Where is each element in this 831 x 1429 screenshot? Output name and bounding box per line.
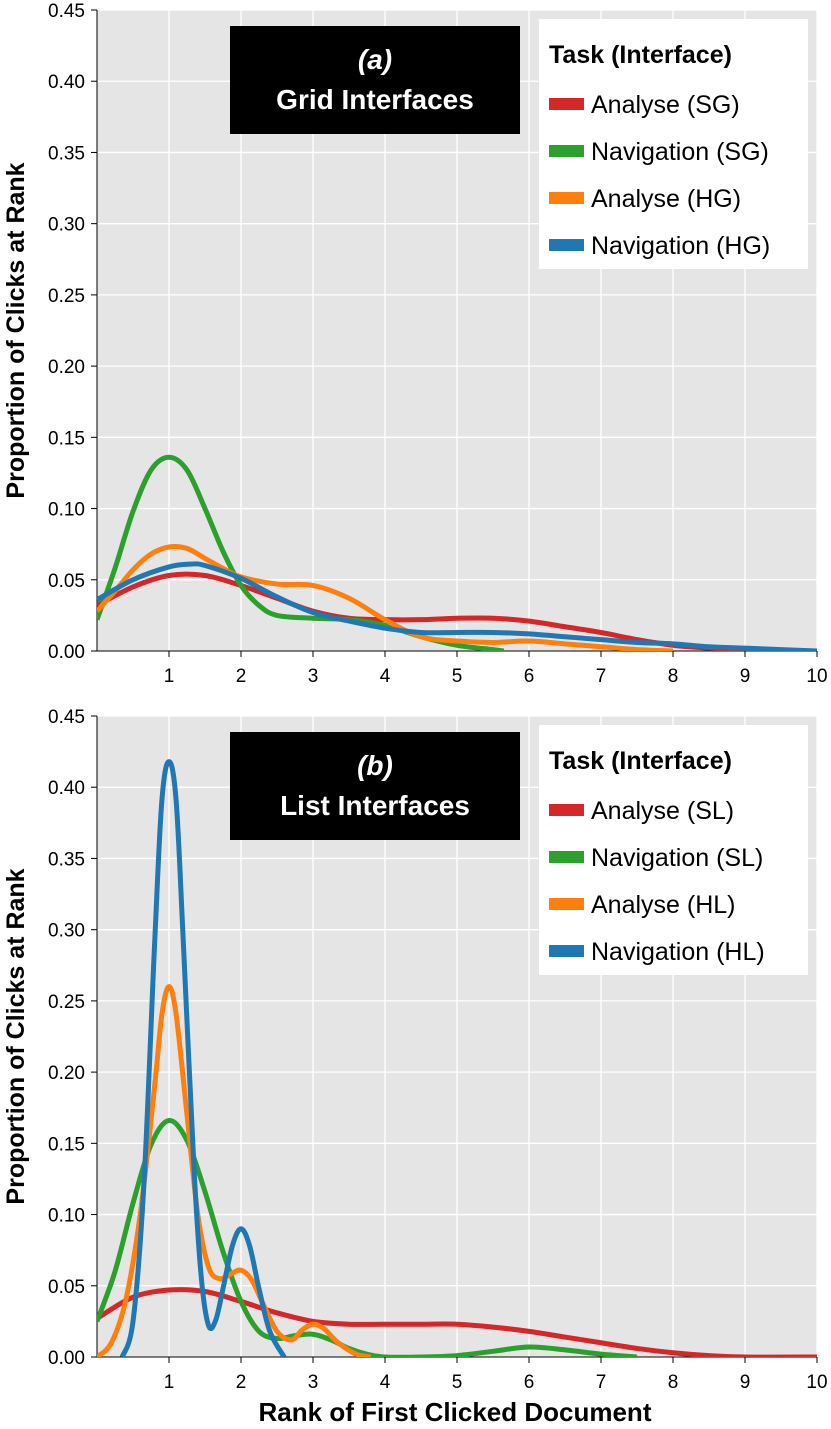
- series-line-navigation-sl: [97, 1118, 638, 1357]
- legend: Task (Interface) Analyse (SG) Navigation (…: [539, 19, 808, 269]
- legend-swatch: [549, 804, 584, 816]
- legend-label: Navigation (HL): [591, 938, 765, 966]
- y-tick-label: 0.10: [48, 500, 85, 521]
- legend-swatch: [549, 898, 584, 910]
- series-group: [97, 759, 817, 1357]
- title-box-background: [230, 732, 520, 840]
- legend-item: Navigation (SG): [549, 138, 769, 166]
- x-tick-label: 3: [308, 666, 319, 687]
- y-tick-label: 0.15: [48, 428, 85, 449]
- series-line-analyse-sl: [97, 1287, 817, 1357]
- chart-title: Grid Interfaces: [276, 84, 474, 115]
- y-tick-label: 0.40: [48, 778, 85, 799]
- x-tick-label: 7: [596, 1372, 607, 1393]
- legend-item: Analyse (SG): [549, 91, 740, 119]
- panel-label: (b): [357, 750, 393, 781]
- y-tick-label: 0.00: [48, 1348, 85, 1369]
- y-tick-label: 0.25: [48, 992, 85, 1013]
- legend-label: Navigation (HG): [591, 232, 770, 260]
- legend-title: Task (Interface): [549, 41, 732, 69]
- chart-panel-a: 0.00 0.05 0.10 0.15 0.20 0.25 0.30 0.35 0.40 0.45…: [2, 1, 828, 687]
- legend-item: Analyse (HL): [549, 891, 736, 919]
- y-tick-label: 0.45: [48, 707, 85, 728]
- legend-background: [539, 725, 808, 975]
- legend-label: Analyse (SL): [591, 797, 734, 825]
- legend-item: Navigation (SL): [549, 844, 763, 872]
- y-tick-label: 0.10: [48, 1206, 85, 1227]
- x-tick-label: 5: [452, 666, 463, 687]
- series-line-navigation-hg: [97, 561, 817, 651]
- chart-title: List Interfaces: [280, 790, 470, 821]
- legend-swatch: [549, 851, 584, 863]
- x-tick-label: 4: [380, 1372, 391, 1393]
- y-tick-label: 0.20: [48, 1063, 85, 1084]
- legend-swatch: [549, 945, 584, 957]
- title-box-background: [230, 26, 520, 134]
- x-tick-label: 9: [740, 1372, 751, 1393]
- x-tick-label: 6: [524, 1372, 535, 1393]
- x-tick-label: 8: [668, 666, 679, 687]
- legend-swatch: [549, 192, 584, 204]
- legend-item: Navigation (HG): [549, 232, 770, 260]
- x-tick-label: 10: [806, 1372, 827, 1393]
- legend-swatch: [549, 239, 584, 251]
- y-tick-label: 0.20: [48, 357, 85, 378]
- x-tick-label: 4: [380, 666, 391, 687]
- series-line-navigation-hl: [119, 759, 287, 1357]
- y-tick-label: 0.45: [48, 1, 85, 22]
- legend-item: Navigation (HL): [549, 938, 765, 966]
- legend-label: Navigation (SG): [591, 138, 769, 166]
- y-tick-label: 0.05: [48, 571, 85, 592]
- x-tick-label: 1: [164, 666, 175, 687]
- y-axis-label: Proportion of Clicks at Rank: [2, 162, 30, 498]
- x-tick-label: 1: [164, 1372, 175, 1393]
- x-tick-label: 2: [236, 1372, 247, 1393]
- y-tick-label: 0.30: [48, 215, 85, 236]
- x-tick-label: 9: [740, 666, 751, 687]
- y-tick-label: 0.15: [48, 1134, 85, 1155]
- series-line-analyse-hg: [97, 544, 674, 651]
- y-tick-label: 0.35: [48, 849, 85, 870]
- x-tick-label: 7: [596, 666, 607, 687]
- y-tick-label: 0.40: [48, 72, 85, 93]
- y-tick-label: 0.25: [48, 286, 85, 307]
- legend-item: Analyse (HG): [549, 185, 741, 213]
- panel-label: (a): [358, 44, 392, 75]
- x-tick-label: 10: [806, 666, 827, 687]
- legend-label: Analyse (SG): [591, 91, 740, 119]
- legend-title: Task (Interface): [549, 747, 732, 775]
- legend: Task (Interface) Analyse (SL) Navigation (…: [539, 725, 808, 975]
- y-tick-label: 0.35: [48, 143, 85, 164]
- y-tick-label: 0.30: [48, 921, 85, 942]
- x-axis-label: Rank of First Clicked Document: [259, 1397, 652, 1424]
- gridlines: [97, 9, 818, 652]
- x-tick-label: 5: [452, 1372, 463, 1393]
- series-line-analyse-hl: [97, 984, 372, 1357]
- legend-label: Analyse (HL): [591, 891, 736, 919]
- chart-panel-b: 0.00 0.05 0.10 0.15 0.20 0.25 0.30 0.35 0.40 0.45…: [2, 707, 828, 1427]
- y-tick-label: 0.00: [48, 642, 85, 663]
- series-group: [97, 454, 817, 651]
- title-box: (b) List Interfaces: [230, 732, 520, 840]
- legend-label: Navigation (SL): [591, 844, 763, 872]
- y-tick-label: 0.05: [48, 1277, 85, 1298]
- x-tick-label: 6: [524, 666, 535, 687]
- legend-background: [539, 19, 808, 269]
- x-tick-label: 2: [236, 666, 247, 687]
- title-box: (a) Grid Interfaces: [230, 26, 520, 134]
- legend-swatch: [549, 98, 584, 110]
- legend-swatch: [549, 145, 584, 157]
- x-tick-label: 3: [308, 1372, 319, 1393]
- legend-item: Analyse (SL): [549, 797, 734, 825]
- legend-label: Analyse (HG): [591, 185, 741, 213]
- x-tick-label: 8: [668, 1372, 679, 1393]
- y-axis-label: Proportion of Clicks at Rank: [2, 868, 30, 1204]
